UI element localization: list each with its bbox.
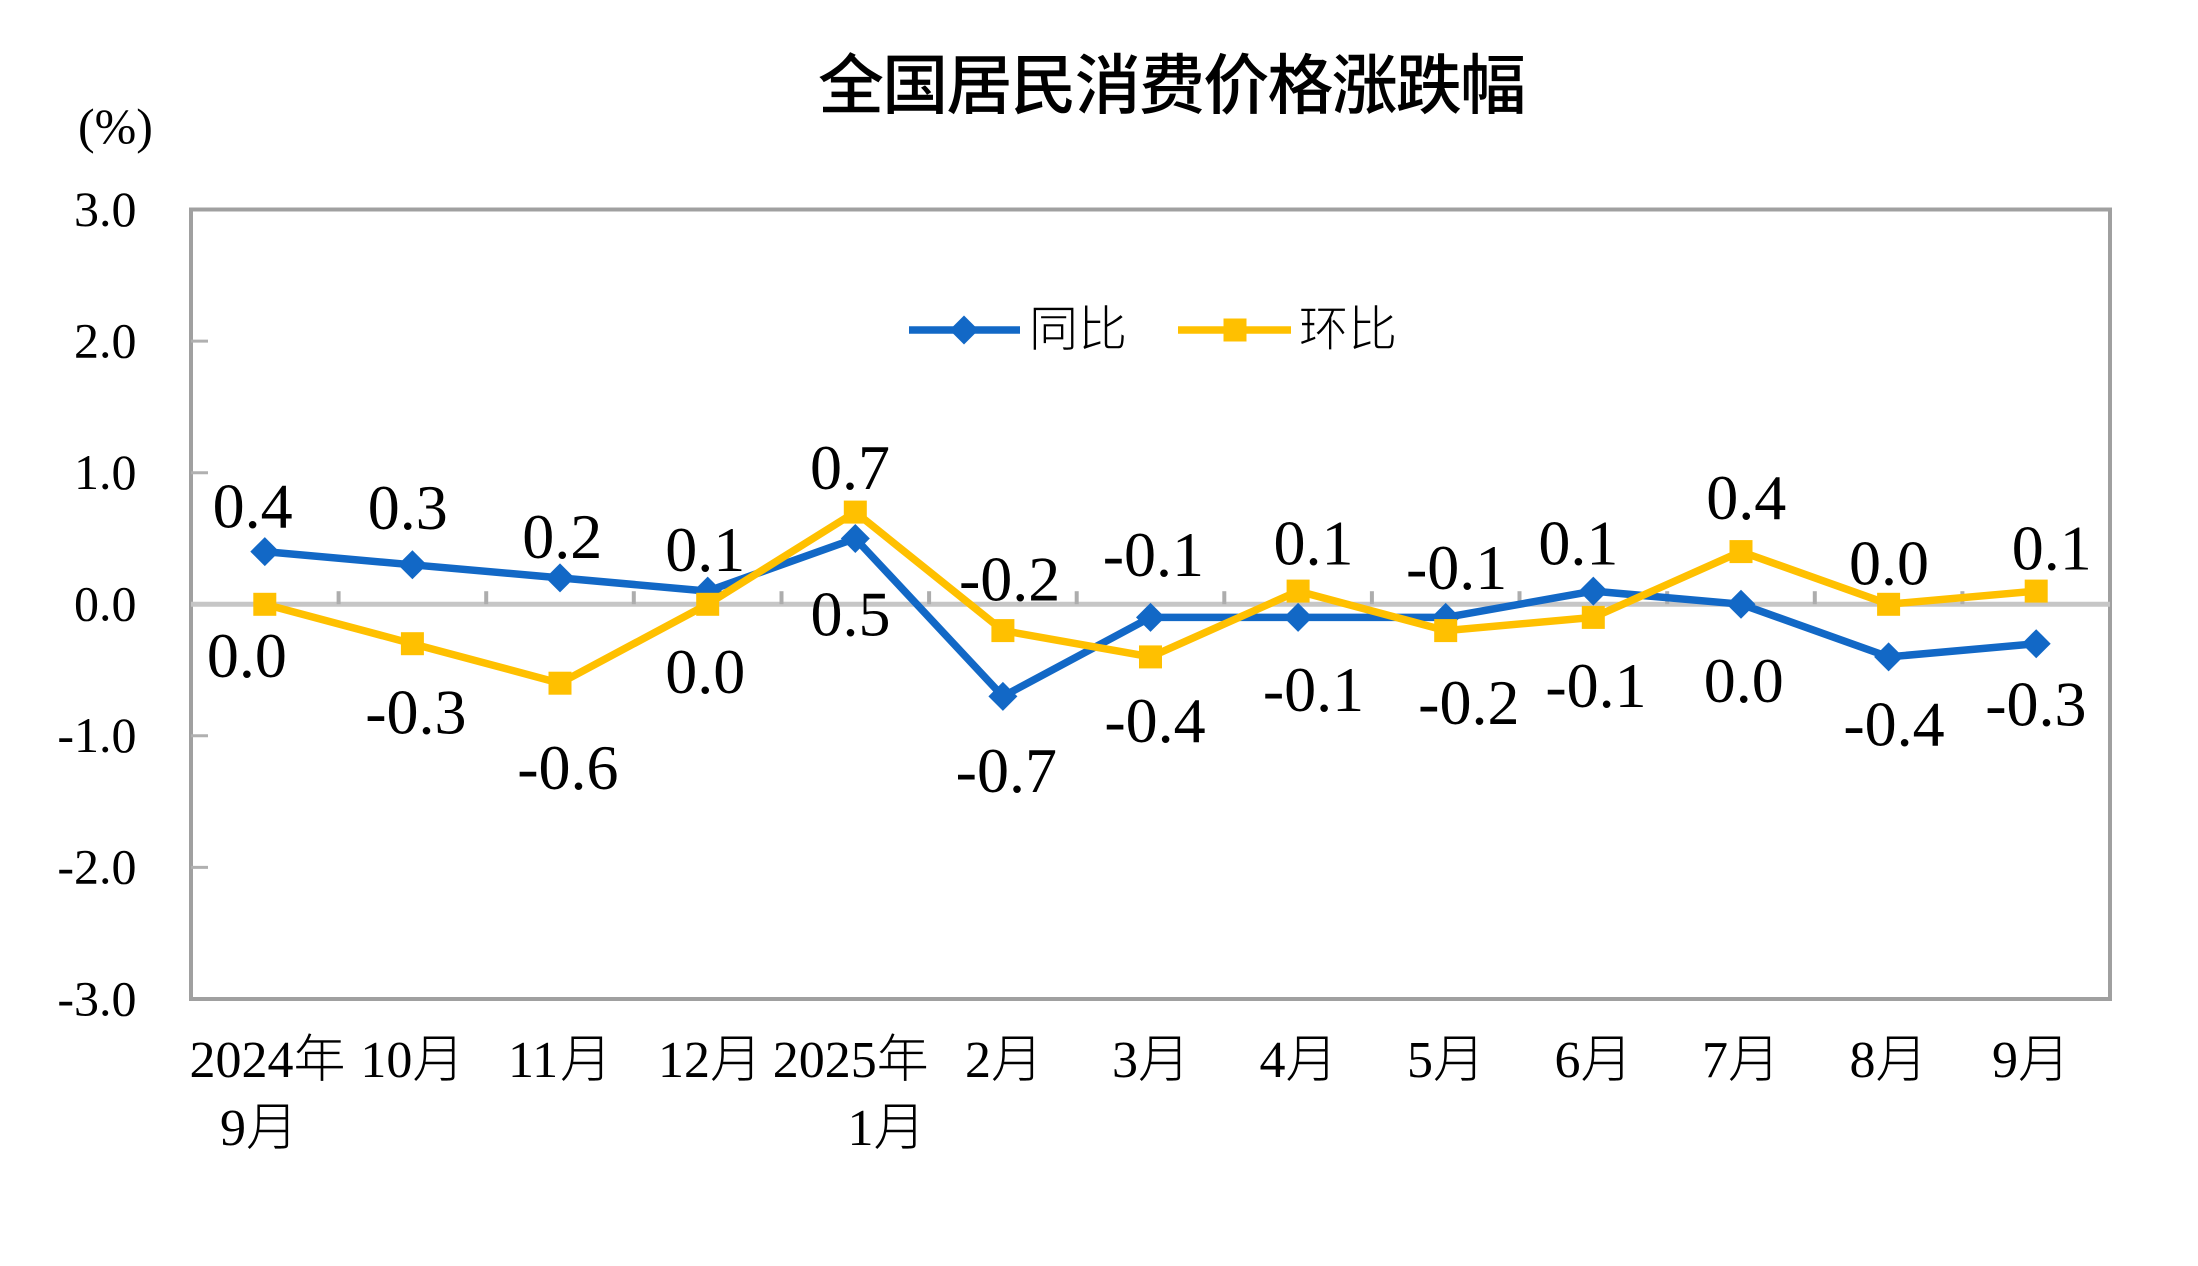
svg-text:0.0: 0.0 [207,620,287,691]
svg-text:-0.3: -0.3 [365,677,466,748]
svg-text:-3.0: -3.0 [57,970,136,1026]
svg-text:0.0: 0.0 [1704,645,1784,716]
svg-text:-0.7: -0.7 [956,735,1057,806]
svg-text:0.7: 0.7 [810,432,890,503]
svg-text:2025: 2025 [773,1032,877,1089]
svg-text:0.1: 0.1 [665,514,745,585]
svg-text:0.1: 0.1 [1538,508,1618,579]
svg-text:0.0: 0.0 [665,636,745,707]
svg-text:0.5: 0.5 [811,579,891,650]
svg-text:9: 9 [1992,1032,2018,1089]
svg-text:0.3: 0.3 [368,472,448,543]
svg-text:6: 6 [1555,1032,1581,1089]
svg-text:0.1: 0.1 [1274,508,1354,579]
svg-text:9: 9 [220,1100,246,1157]
svg-text:2.0: 2.0 [74,312,137,368]
svg-text:-0.1: -0.1 [1545,650,1646,721]
svg-text:0.4: 0.4 [1706,462,1786,533]
svg-text:2: 2 [965,1032,991,1089]
svg-text:-0.2: -0.2 [959,544,1060,615]
svg-text:-1.0: -1.0 [57,707,136,763]
svg-text:-0.4: -0.4 [1843,689,1944,760]
svg-text:4: 4 [1260,1032,1286,1089]
svg-text:(%): (%) [78,98,153,154]
svg-text:10: 10 [360,1032,412,1089]
svg-text:0.2: 0.2 [522,501,602,572]
svg-text:-0.1: -0.1 [1406,532,1507,603]
svg-text:-0.2: -0.2 [1418,667,1519,738]
svg-text:-0.1: -0.1 [1263,654,1364,725]
svg-text:12: 12 [658,1032,710,1089]
svg-text:3: 3 [1112,1032,1138,1089]
svg-text:0.0: 0.0 [74,576,137,632]
svg-text:-0.6: -0.6 [517,732,618,803]
svg-text:2024: 2024 [190,1032,294,1089]
svg-text:-0.1: -0.1 [1103,519,1204,590]
svg-text:-0.3: -0.3 [1985,669,2086,740]
svg-text:1: 1 [848,1100,874,1157]
svg-text:0.1: 0.1 [2012,513,2092,584]
svg-text:11: 11 [508,1032,558,1089]
svg-text:1.0: 1.0 [74,444,137,500]
svg-text:5: 5 [1407,1032,1433,1089]
svg-text:7: 7 [1702,1032,1728,1089]
svg-text:0.0: 0.0 [1849,528,1929,599]
svg-text:-0.4: -0.4 [1104,685,1205,756]
svg-text:8: 8 [1850,1032,1876,1089]
svg-text:0.4: 0.4 [213,471,293,542]
svg-text:-2.0: -2.0 [57,839,136,895]
svg-text:3.0: 3.0 [74,181,137,237]
